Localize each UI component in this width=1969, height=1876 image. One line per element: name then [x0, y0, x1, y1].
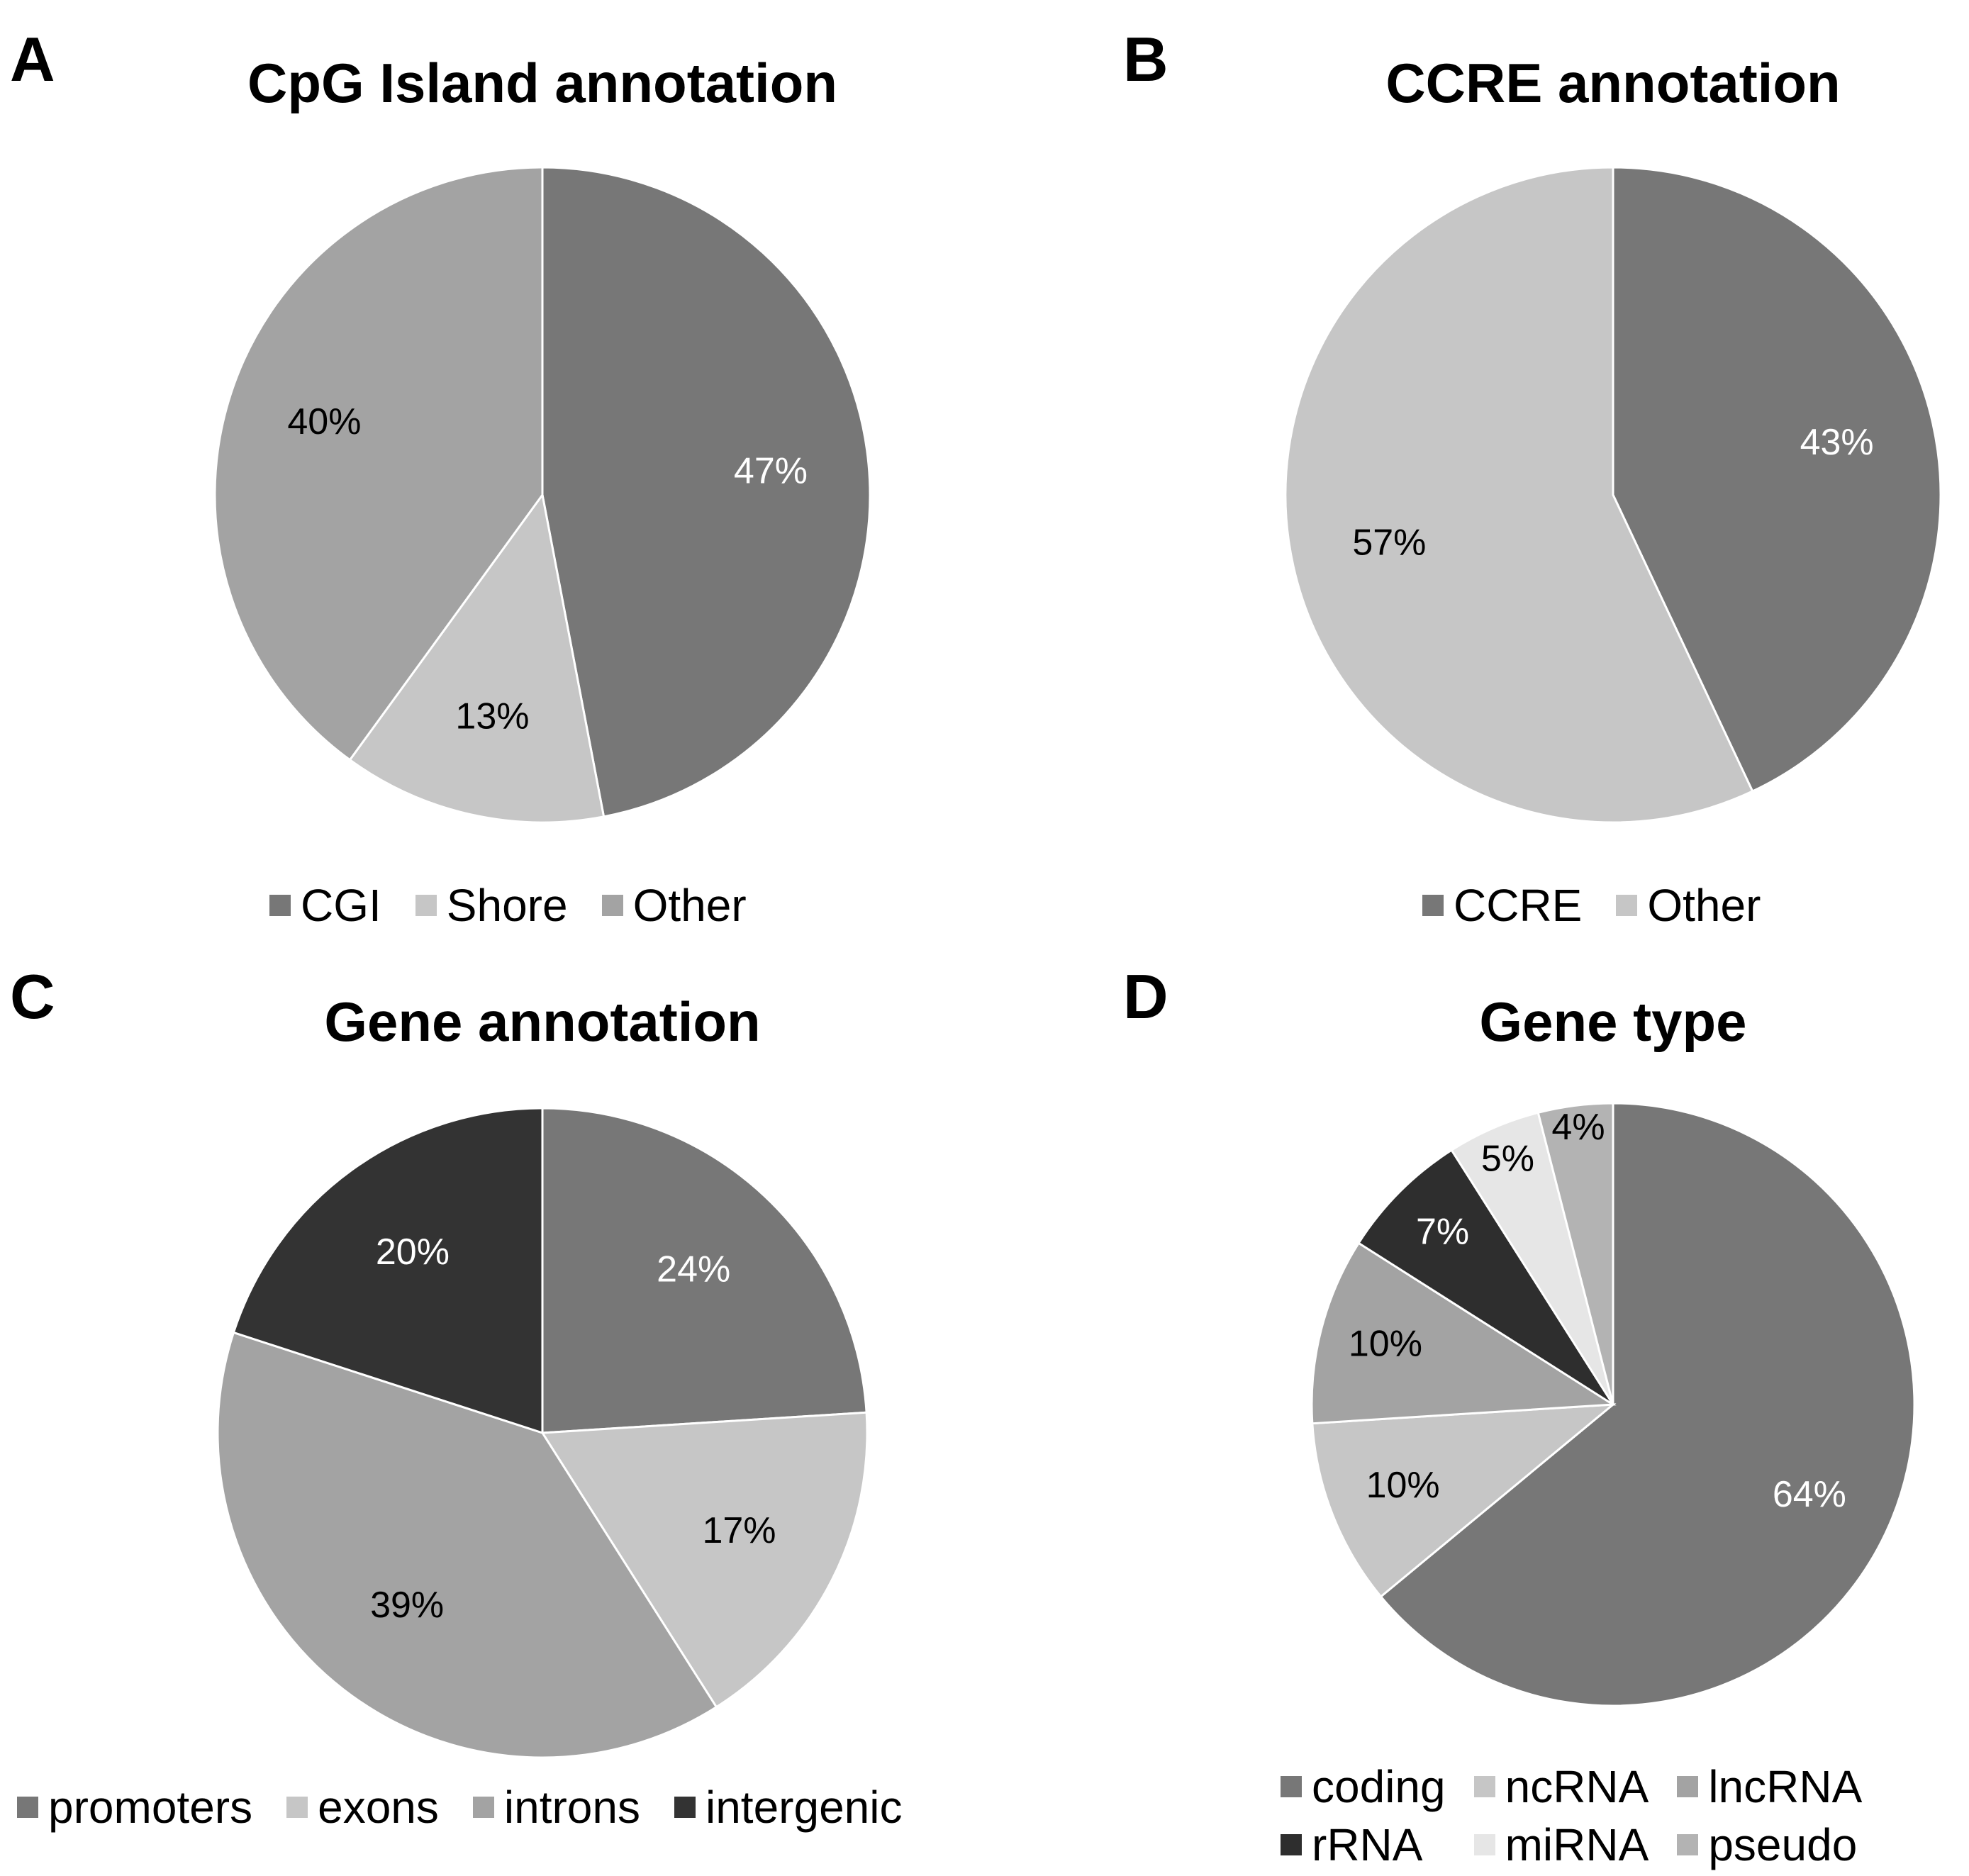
legend-swatch [17, 1797, 38, 1818]
legend-swatch [1281, 1834, 1302, 1855]
legend-label: Other [632, 880, 747, 931]
legend-item: Shore [415, 883, 568, 928]
legend-swatch [1677, 1834, 1699, 1855]
data-label: 24% [657, 1249, 730, 1290]
legend-label: intergenic [705, 1782, 903, 1833]
legend-swatch [1281, 1776, 1302, 1797]
pie-chart-cpg: 47% 13% 40% [213, 166, 871, 824]
legend-item: miRNA [1473, 1819, 1649, 1870]
legend-label: introns [503, 1782, 640, 1833]
legend-swatch [1473, 1834, 1495, 1855]
pie-slice-rrna [1357, 1149, 1614, 1406]
data-label: 4% [1551, 1107, 1605, 1148]
legend-label: exons [318, 1782, 439, 1833]
legend-label: lncRNA [1708, 1761, 1863, 1812]
data-label: 43% [1800, 422, 1874, 463]
data-label: 10% [1366, 1465, 1440, 1506]
legend-swatch [286, 1797, 308, 1818]
legend-item: ncRNA [1473, 1761, 1649, 1812]
legend-label: rRNA [1312, 1819, 1423, 1870]
data-label: 47% [734, 450, 808, 491]
legend-label: CGI [301, 880, 381, 931]
pie-slice-coding [1379, 1102, 1916, 1707]
pie-chart-gene-type: 64% 10% 10% 7% 5% 4% [1310, 1102, 1916, 1707]
pie-chart-gene-annotation: 24% 17% 39% 20% [216, 1107, 869, 1759]
legend-ccre: CCRE Other [1422, 878, 1761, 928]
legend-label: promoters [48, 1782, 253, 1833]
legend-item: introns [472, 1782, 640, 1833]
legend-label: ncRNA [1505, 1761, 1649, 1812]
legend-swatch [415, 895, 437, 916]
pie-slice-ncrna [1311, 1403, 1617, 1599]
data-label: 10% [1349, 1323, 1422, 1364]
pie-slice-introns [216, 1331, 718, 1759]
data-label: 17% [702, 1510, 776, 1551]
data-label: 13% [455, 696, 529, 737]
panel-letter: D [1123, 961, 1168, 1032]
panel-letter: A [10, 24, 55, 94]
data-label: 39% [370, 1585, 444, 1626]
legend-item: Other [1616, 883, 1761, 928]
legend-swatch [269, 895, 291, 916]
pie-slice-other [1284, 166, 1754, 824]
legend-label: Other [1647, 880, 1761, 931]
legend-label: pseudo [1708, 1819, 1858, 1870]
chart-title: Gene annotation [324, 990, 761, 1053]
legend-item: CCRE [1422, 883, 1582, 928]
pie-slice-ccre [1612, 166, 1942, 793]
pie-slice-exons [540, 1411, 869, 1709]
legend-swatch [1422, 895, 1444, 916]
legend-swatch [601, 895, 623, 916]
legend-item: exons [286, 1785, 439, 1830]
legend-item: Other [601, 880, 747, 931]
data-label: 64% [1773, 1474, 1846, 1515]
legend-item: pseudo [1677, 1822, 1862, 1867]
pie-slice-shore [348, 492, 606, 824]
legend-label: miRNA [1505, 1819, 1649, 1870]
legend-cpg: CGI Shore Other [269, 878, 747, 928]
data-label: 5% [1481, 1138, 1534, 1179]
pie-slice-intergenic [232, 1107, 544, 1435]
legend-gene-annotation: promoters exons introns intergenic [17, 1780, 902, 1830]
pie-slice-pseudo [1536, 1102, 1614, 1405]
data-label: 40% [287, 401, 361, 442]
chart-title: CpG Island annotation [247, 52, 837, 114]
legend-swatch [674, 1797, 696, 1818]
chart-title: CCRE annotation [1385, 52, 1841, 114]
legend-swatch [1473, 1776, 1495, 1797]
legend-label: CCRE [1454, 880, 1583, 931]
chart-title: Gene type [1479, 990, 1747, 1053]
legend-item: rRNA [1281, 1822, 1446, 1867]
legend-item: promoters [17, 1785, 252, 1830]
pie-slice-promoters [541, 1107, 868, 1434]
pie-slice-cgi [541, 166, 871, 818]
legend-item: CGI [269, 883, 381, 928]
legend-swatch [472, 1797, 494, 1818]
legend-item: lncRNA [1677, 1764, 1862, 1809]
legend-item: intergenic [674, 1782, 903, 1833]
legend-gene-type: coding ncRNA lncRNA rRNA miRNA pseudo [1281, 1764, 1862, 1867]
legend-swatch [1677, 1776, 1699, 1797]
pie-slice-other [213, 166, 544, 761]
legend-item: coding [1281, 1764, 1446, 1809]
legend-label: coding [1312, 1761, 1446, 1812]
data-label: 20% [376, 1232, 450, 1273]
pie-chart-ccre: 43% 57% [1284, 166, 1942, 824]
pie-slice-lncrna [1310, 1241, 1617, 1425]
legend-label: Shore [446, 880, 568, 931]
data-label: 57% [1352, 522, 1426, 563]
panel-letter: B [1123, 24, 1168, 94]
data-label: 7% [1416, 1211, 1469, 1252]
legend-swatch [1616, 895, 1638, 916]
panel-letter: C [10, 961, 55, 1032]
